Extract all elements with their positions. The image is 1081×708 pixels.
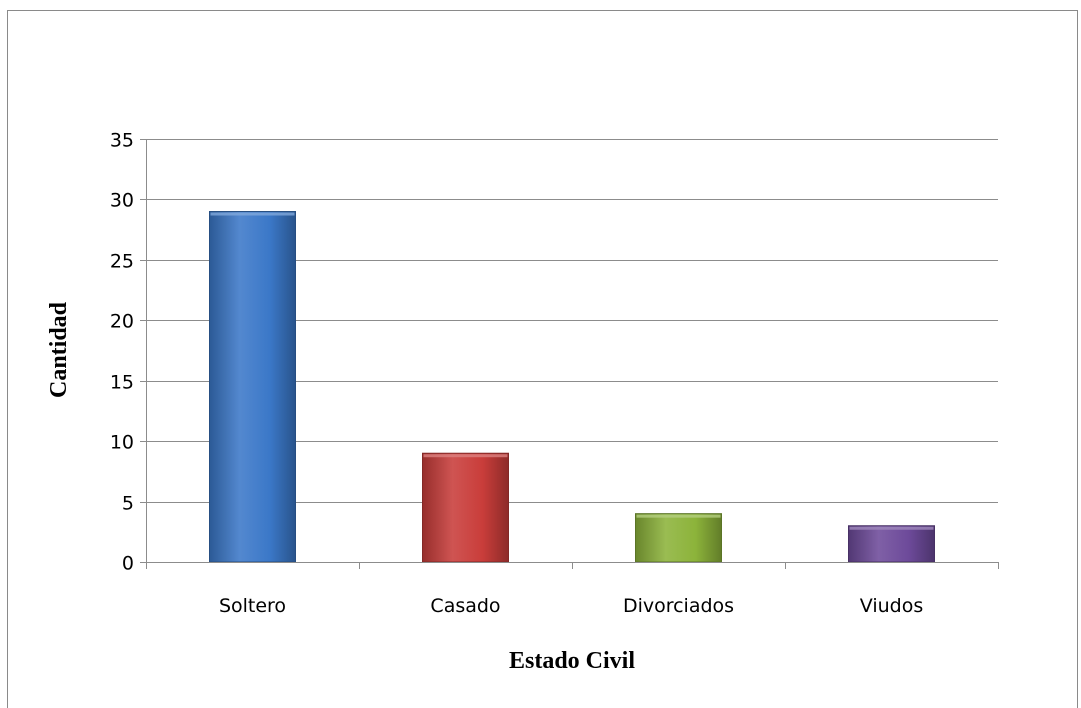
y-axis-title: Cantidad	[46, 301, 72, 398]
bar-divorciados	[635, 513, 722, 563]
y-tick-label: 25	[110, 251, 134, 273]
bar-casado	[422, 452, 509, 563]
x-tick-label: Soltero	[219, 595, 286, 617]
y-tick-label: 30	[110, 190, 134, 212]
y-tick-labels: 0 5 10 15 20 25 30 35	[110, 130, 134, 575]
bar-top-highlight	[849, 526, 934, 530]
chart-border	[7, 10, 1078, 708]
y-tick-label: 10	[110, 432, 134, 454]
x-axis-title: Estado Civil	[509, 648, 635, 674]
axes-group	[140, 139, 999, 569]
bar-top-highlight	[210, 212, 295, 216]
y-tick-label: 20	[110, 311, 134, 333]
bar-top-highlight	[423, 454, 508, 458]
bar-soltero	[209, 211, 296, 563]
y-tick-label: 15	[110, 372, 134, 394]
x-tick-labels: Soltero Casado Divorciados Viudos	[219, 595, 923, 617]
x-tick-label: Viudos	[860, 595, 924, 617]
bar-top-highlight	[636, 514, 721, 518]
bars-group	[209, 211, 935, 563]
bar-viudos	[848, 525, 935, 563]
y-tick-label: 35	[110, 130, 134, 152]
y-tick-label: 0	[122, 553, 134, 575]
x-tick-label: Casado	[430, 595, 500, 617]
y-tick-label: 5	[122, 493, 134, 515]
x-tick-label: Divorciados	[623, 595, 734, 617]
